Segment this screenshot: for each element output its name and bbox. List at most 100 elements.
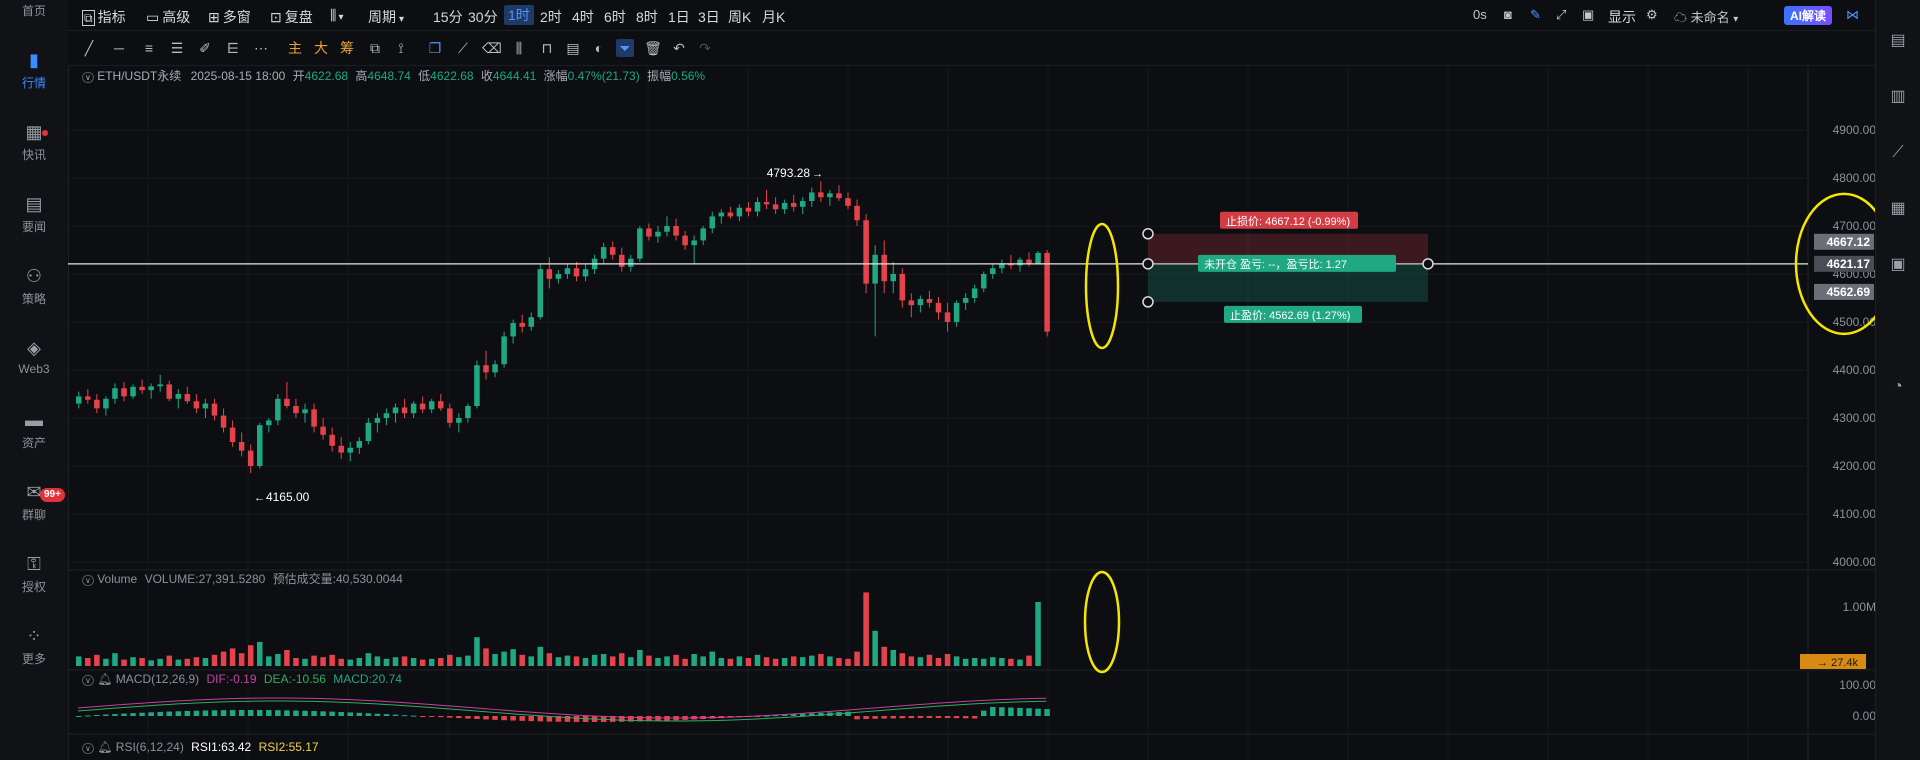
filter-icon[interactable]: ⏷ xyxy=(616,39,634,57)
indicators-button[interactable]: ⧉ 指标 xyxy=(82,7,126,27)
timeframe-8[interactable]: 3日 xyxy=(698,9,720,25)
timeframe-0[interactable]: 15分 xyxy=(433,9,463,25)
candle-body xyxy=(311,409,317,427)
timeframe-7[interactable]: 1日 xyxy=(668,9,690,25)
nav-item-4[interactable]: ⚇ 策略 xyxy=(0,266,68,307)
timeframe-1[interactable]: 30分 xyxy=(468,9,498,25)
candle-body xyxy=(655,231,661,237)
macd-bar xyxy=(763,715,770,717)
main-force-tool[interactable]: 主 xyxy=(288,40,302,56)
timeframe-3[interactable]: 2时 xyxy=(540,9,562,25)
ruler-icon[interactable]: ⟋ xyxy=(458,40,468,56)
period-dropdown[interactable]: 周期 ▾ xyxy=(368,7,404,27)
collapse-icon[interactable]: ∨ xyxy=(82,743,94,754)
trash-icon[interactable]: 🗑 xyxy=(644,40,662,56)
macd-bar xyxy=(383,714,390,716)
candle-body xyxy=(103,398,109,409)
layout-dropdown[interactable]: ☁ 未命名 ▾ xyxy=(1674,7,1738,26)
large-order-tool[interactable]: 大 xyxy=(314,40,328,56)
drag-handle xyxy=(1142,296,1154,308)
note-icon[interactable]: ▤ xyxy=(566,40,580,56)
volume-bar xyxy=(94,654,100,666)
replay-button[interactable]: ⊡ 复盘 xyxy=(270,7,313,27)
collapse-icon[interactable]: ∨ xyxy=(82,675,94,686)
timeframe-5[interactable]: 6时 xyxy=(604,9,626,25)
timeframe-4[interactable]: 4时 xyxy=(572,9,594,25)
macd-bar xyxy=(438,716,444,718)
candle-body xyxy=(266,420,272,426)
timeframe-6[interactable]: 8时 xyxy=(636,9,658,25)
horizontal-line-tool-icon[interactable]: ─ xyxy=(114,40,124,56)
share-icon[interactable]: ⋈ xyxy=(1846,7,1859,22)
price-tick: 4700.00 xyxy=(1833,219,1876,233)
timeframe-9[interactable]: 周K xyxy=(728,9,752,25)
chips-tool[interactable]: 筹 xyxy=(340,40,354,56)
clock-icon[interactable]: ◔ xyxy=(1893,378,1903,395)
nav-item-1[interactable]: ▮ 行情 xyxy=(0,50,68,91)
calendar-icon[interactable]: ▣ xyxy=(1890,256,1906,273)
chart-type-dropdown[interactable]: ⫼ ▾ xyxy=(330,7,343,24)
volume-bar xyxy=(999,658,1005,666)
trend-icon[interactable]: ⟋ xyxy=(1892,144,1904,161)
undo-icon[interactable]: ↶ xyxy=(673,40,685,56)
nav-item-7[interactable]: ✉ 群聊 99+ xyxy=(0,482,68,523)
text-tool-icon[interactable]: ⋿ xyxy=(226,40,240,56)
magnet-icon[interactable]: ⟟ xyxy=(398,40,404,56)
save-icon[interactable]: ▣ xyxy=(1582,7,1595,22)
ai-interpret-button[interactable]: AI解读 xyxy=(1784,6,1833,25)
macd-bar xyxy=(781,714,788,716)
volume-bar xyxy=(347,659,353,666)
multi-window-button[interactable]: ⊞ 多窗 xyxy=(208,7,251,27)
pencil-icon[interactable]: ✎ xyxy=(1530,7,1541,22)
compare-icon[interactable]: ⧉ xyxy=(370,40,380,56)
volume-bar xyxy=(1026,655,1032,666)
bars-icon[interactable]: ⫼ xyxy=(515,40,523,56)
nav-item-3[interactable]: ▤ 要闻 xyxy=(0,194,68,235)
display-button[interactable]: 显示 xyxy=(1608,9,1636,25)
candle-body xyxy=(257,425,263,466)
collapse-icon[interactable]: ∨ xyxy=(82,575,94,586)
candle-body xyxy=(166,384,172,399)
nav-item-6[interactable]: ▬ 资产 xyxy=(0,410,68,451)
timeframe-10[interactable]: 月K xyxy=(762,9,786,25)
lock-icon[interactable]: ⊓ xyxy=(541,40,553,56)
bell-icon[interactable]: 🔔︎ xyxy=(97,740,113,754)
eraser-icon[interactable]: ⌫ xyxy=(482,40,502,56)
volume-bar xyxy=(85,658,91,666)
depth-icon[interactable]: ▦ xyxy=(1890,200,1906,217)
advanced-button[interactable]: ▭ 高级 xyxy=(146,7,190,27)
brush-tool-icon[interactable]: ✐ xyxy=(199,40,211,56)
bell-icon[interactable]: 🔔︎ xyxy=(97,672,113,686)
candle-body xyxy=(193,401,200,409)
trend-line-tool-icon[interactable]: ╱ xyxy=(84,40,94,56)
candlestick-series: 4793.28 → ← 4165.00 xyxy=(76,166,1050,504)
candle-body xyxy=(845,198,851,206)
volume-bar xyxy=(781,658,788,666)
timeframe-2[interactable]: 1时 xyxy=(504,5,534,25)
parallel-channel-tool-icon[interactable]: ≡ xyxy=(144,40,154,56)
entry-label: 未开仓 盈亏: --，盈亏比: 1.27 xyxy=(1204,257,1347,271)
camera-icon[interactable]: ◙ xyxy=(1504,7,1512,22)
nav-item-5[interactable]: ◈ Web3 xyxy=(0,338,68,376)
volume-bar xyxy=(682,658,688,666)
volume-bar xyxy=(311,655,317,666)
nav-item-9[interactable]: ⁘ 更多 xyxy=(0,626,68,667)
volume-bar xyxy=(673,654,679,666)
chart-bar-icon[interactable]: ▥ xyxy=(1890,88,1906,105)
fib-tool-icon[interactable]: ☰ xyxy=(170,40,184,56)
nav-item-0[interactable]: ⌂首页 xyxy=(0,2,68,19)
macd-bar xyxy=(275,710,281,716)
macd-bar xyxy=(266,710,272,716)
chart-area[interactable]: 4793.28 → ← 4165.00 4900.00 4800.00 4700.00 46… xyxy=(68,66,1876,760)
document-icon[interactable]: ▤ xyxy=(1890,32,1906,49)
more-tools-icon[interactable]: ⋯ xyxy=(254,40,268,56)
nav-item-8[interactable]: ⚿ 授权 xyxy=(0,554,68,595)
collapse-icon[interactable]: ∨ xyxy=(82,72,94,83)
copy-icon[interactable]: ❐ xyxy=(428,40,442,56)
nav-item-2[interactable]: ▦ 快讯 xyxy=(0,122,68,163)
volume-bar xyxy=(419,659,426,666)
gear-icon[interactable]: ⚙ xyxy=(1646,7,1658,22)
hide-icon[interactable]: ◐ xyxy=(594,40,604,56)
expand-icon[interactable]: ⤢ xyxy=(1556,7,1567,22)
redo-icon[interactable]: ↷ xyxy=(699,40,711,56)
